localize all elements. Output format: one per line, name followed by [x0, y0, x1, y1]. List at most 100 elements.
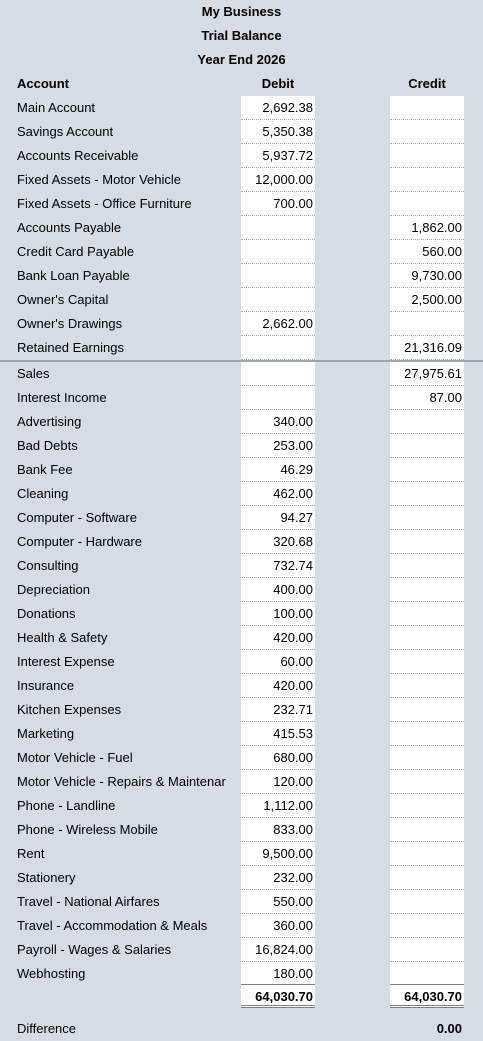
account-name[interactable]: Rent	[17, 846, 45, 861]
account-name[interactable]: Insurance	[17, 678, 75, 693]
credit-cell[interactable]	[390, 434, 464, 458]
account-name[interactable]: Interest Income	[17, 390, 107, 405]
account-name[interactable]: Savings Account	[17, 124, 114, 139]
credit-cell[interactable]	[390, 96, 464, 120]
debit-cell[interactable]	[241, 362, 315, 386]
credit-cell[interactable]	[390, 818, 464, 842]
debit-cell[interactable]: 253.00	[241, 434, 315, 458]
credit-cell[interactable]: 9,730.00	[390, 264, 464, 288]
account-name[interactable]: Retained Earnings	[17, 340, 124, 355]
credit-cell[interactable]	[390, 578, 464, 602]
account-name[interactable]: Webhosting	[17, 966, 86, 981]
debit-cell[interactable]: 9,500.00	[241, 842, 315, 866]
account-name[interactable]: Owner's Drawings	[17, 316, 123, 331]
credit-cell[interactable]	[390, 746, 464, 770]
account-name[interactable]: Fixed Assets - Office Furniture	[17, 196, 192, 211]
debit-cell[interactable]: 2,692.38	[241, 96, 315, 120]
credit-cell[interactable]	[390, 168, 464, 192]
account-name[interactable]: Travel - Accommodation & Meals	[17, 918, 208, 933]
debit-cell[interactable]: 46.29	[241, 458, 315, 482]
debit-cell[interactable]	[241, 336, 315, 360]
debit-cell[interactable]	[241, 264, 315, 288]
total-credit[interactable]: 64,030.70	[390, 984, 464, 1008]
credit-cell[interactable]	[390, 312, 464, 336]
account-name[interactable]: Accounts Payable	[17, 220, 122, 235]
debit-cell[interactable]: 833.00	[241, 818, 315, 842]
account-name[interactable]: Depreciation	[17, 582, 90, 597]
account-name[interactable]: Payroll - Wages & Salaries	[17, 942, 172, 957]
account-name[interactable]: Phone - Wireless Mobile	[17, 822, 158, 837]
account-name[interactable]: Advertising	[17, 414, 82, 429]
account-name[interactable]: Consulting	[17, 558, 79, 573]
credit-cell[interactable]	[390, 192, 464, 216]
debit-cell[interactable]: 340.00	[241, 410, 315, 434]
credit-cell[interactable]: 2,500.00	[390, 288, 464, 312]
debit-cell[interactable]: 120.00	[241, 770, 315, 794]
credit-cell[interactable]: 87.00	[390, 386, 464, 410]
debit-cell[interactable]: 12,000.00	[241, 168, 315, 192]
credit-cell[interactable]	[390, 144, 464, 168]
credit-cell[interactable]	[390, 530, 464, 554]
credit-cell[interactable]	[390, 938, 464, 962]
credit-cell[interactable]	[390, 554, 464, 578]
credit-cell[interactable]: 27,975.61	[390, 362, 464, 386]
account-name[interactable]: Bank Fee	[17, 462, 73, 477]
debit-cell[interactable]	[241, 386, 315, 410]
debit-cell[interactable]: 462.00	[241, 482, 315, 506]
account-name[interactable]: Stationery	[17, 870, 76, 885]
debit-cell[interactable]	[241, 288, 315, 312]
debit-cell[interactable]: 420.00	[241, 626, 315, 650]
account-name[interactable]: Phone - Landline	[17, 798, 116, 813]
debit-cell[interactable]	[241, 240, 315, 264]
account-name[interactable]: Fixed Assets - Motor Vehicle	[17, 172, 182, 187]
credit-cell[interactable]	[390, 890, 464, 914]
account-name[interactable]: Kitchen Expenses	[17, 702, 122, 717]
account-name[interactable]: Health & Safety	[17, 630, 108, 645]
debit-cell[interactable]: 232.00	[241, 866, 315, 890]
account-name[interactable]: Owner's Capital	[17, 292, 109, 307]
account-name[interactable]: Cleaning	[17, 486, 69, 501]
credit-cell[interactable]	[390, 120, 464, 144]
account-name[interactable]: Sales	[17, 366, 50, 381]
debit-cell[interactable]: 360.00	[241, 914, 315, 938]
account-name[interactable]: Donations	[17, 606, 76, 621]
credit-cell[interactable]	[390, 506, 464, 530]
credit-cell[interactable]: 560.00	[390, 240, 464, 264]
debit-cell[interactable]: 320.68	[241, 530, 315, 554]
account-name[interactable]: Marketing	[17, 726, 75, 741]
debit-cell[interactable]: 420.00	[241, 674, 315, 698]
credit-cell[interactable]	[390, 482, 464, 506]
debit-cell[interactable]	[241, 216, 315, 240]
credit-cell[interactable]	[390, 698, 464, 722]
credit-cell[interactable]	[390, 602, 464, 626]
credit-cell[interactable]	[390, 794, 464, 818]
credit-cell[interactable]	[390, 458, 464, 482]
debit-cell[interactable]: 5,937.72	[241, 144, 315, 168]
debit-cell[interactable]: 700.00	[241, 192, 315, 216]
credit-cell[interactable]	[390, 962, 464, 986]
account-name[interactable]: Motor Vehicle - Fuel	[17, 750, 133, 765]
debit-cell[interactable]: 180.00	[241, 962, 315, 986]
account-name[interactable]: Travel - National Airfares	[17, 894, 160, 909]
debit-cell[interactable]: 2,662.00	[241, 312, 315, 336]
debit-cell[interactable]: 100.00	[241, 602, 315, 626]
account-name[interactable]: Computer - Software	[17, 510, 137, 525]
credit-cell[interactable]: 21,316.09	[390, 336, 464, 360]
credit-cell[interactable]	[390, 770, 464, 794]
credit-cell[interactable]	[390, 842, 464, 866]
total-debit[interactable]: 64,030.70	[241, 984, 315, 1008]
account-name[interactable]: Motor Vehicle - Repairs & Maintenar	[17, 774, 226, 789]
account-name[interactable]: Credit Card Payable	[17, 244, 135, 259]
debit-cell[interactable]: 680.00	[241, 746, 315, 770]
account-name[interactable]: Accounts Receivable	[17, 148, 139, 163]
credit-cell[interactable]	[390, 626, 464, 650]
difference-value[interactable]: 0.00	[436, 1021, 462, 1036]
debit-cell[interactable]: 60.00	[241, 650, 315, 674]
credit-cell[interactable]	[390, 410, 464, 434]
credit-cell[interactable]: 1,862.00	[390, 216, 464, 240]
debit-cell[interactable]: 16,824.00	[241, 938, 315, 962]
credit-cell[interactable]	[390, 866, 464, 890]
account-name[interactable]: Bank Loan Payable	[17, 268, 130, 283]
debit-cell[interactable]: 400.00	[241, 578, 315, 602]
debit-cell[interactable]: 1,112.00	[241, 794, 315, 818]
